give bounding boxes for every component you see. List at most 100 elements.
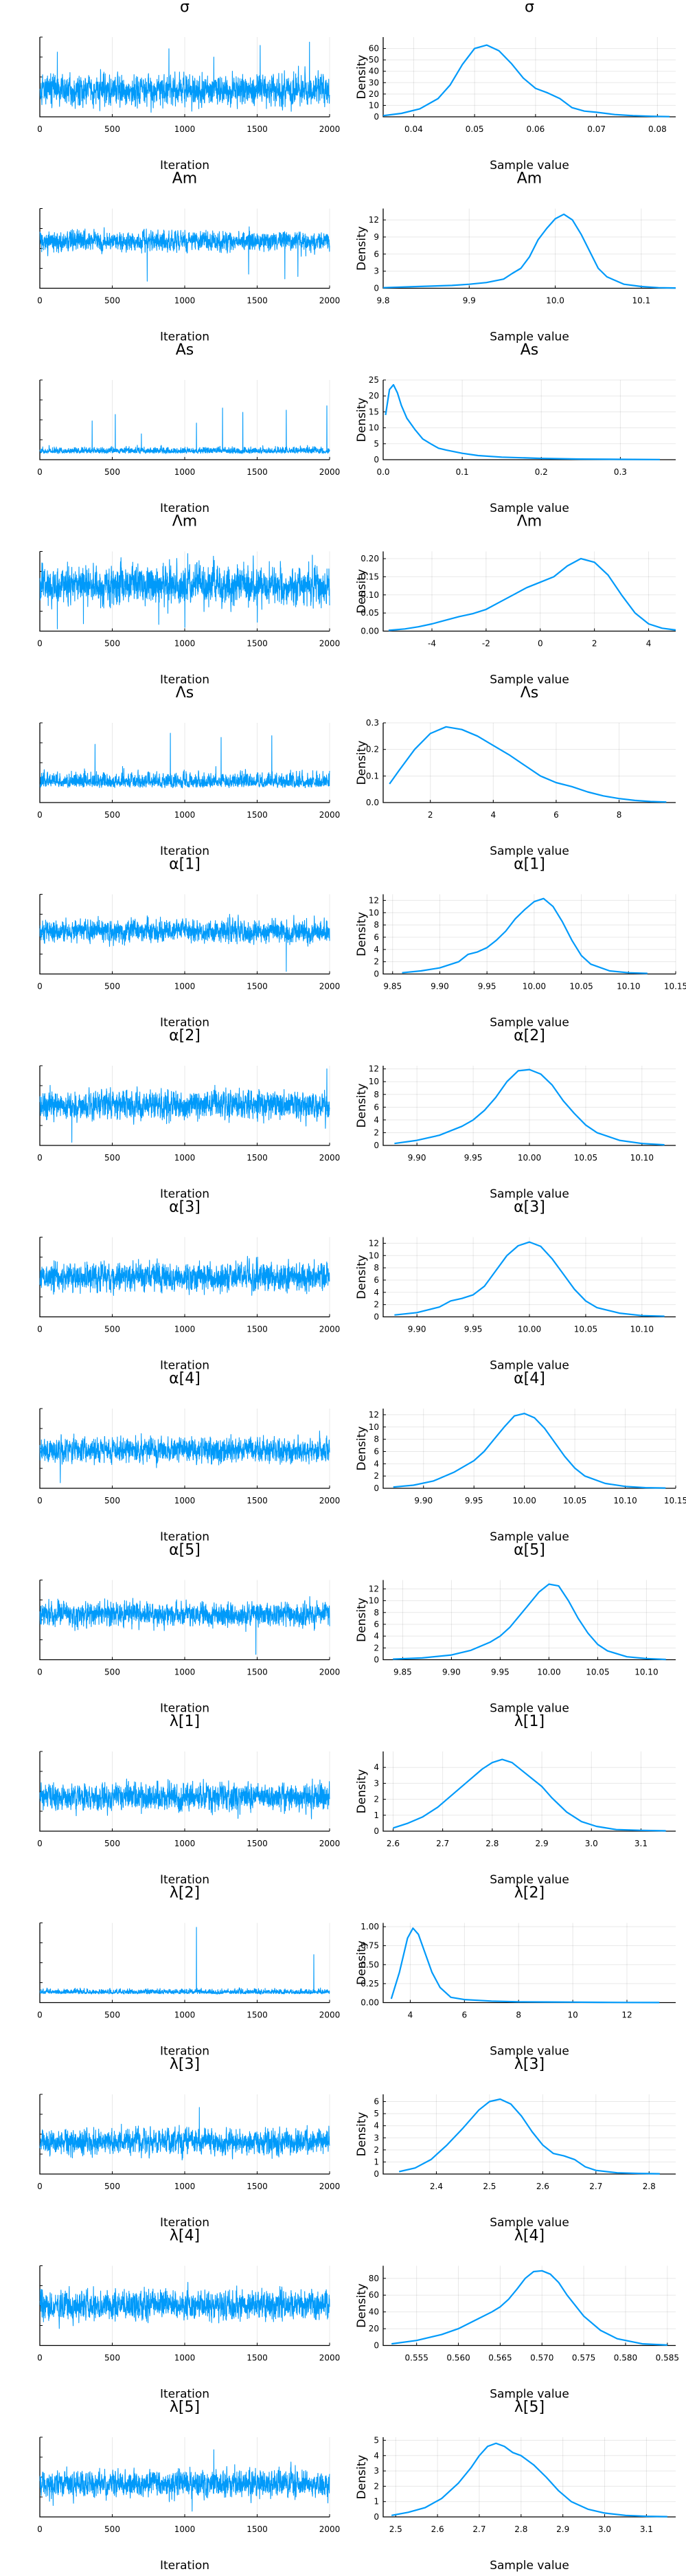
panel-title: Λm [172,513,197,530]
y-tick-label: 6 [374,1275,379,1285]
y-tick-label: 0.3 [366,718,379,728]
x-tick-label: 10.05 [574,1325,597,1334]
x-tick-label: 2.9 [536,1839,549,1848]
x-tick-label: 1500 [247,1839,268,1848]
x-tick-label: 4 [491,810,496,820]
axis-frame [382,2437,676,2518]
x-tick-label: 2.5 [483,2182,496,2191]
x-tick-label: 9.90 [442,1668,461,1677]
y-tick-label: 0.1 [366,771,379,781]
y-tick-label: 6 [374,1102,379,1112]
density-curve [394,1068,665,1146]
x-tick-label: 9.85 [393,1668,412,1677]
axis-frame [382,723,676,803]
x-tick-label: 2000 [319,124,341,134]
x-tick-label: 2.7 [472,2524,485,2534]
x-tick-label: 3.1 [634,1839,648,1848]
x-tick-label: 9.95 [465,1496,483,1505]
x-tick-label: 2000 [319,1153,341,1163]
y-tick-label: 4 [374,945,379,954]
panel-title: α[3] [169,1199,201,1216]
x-tick-label: 0 [37,982,43,992]
y-tick-label: 20 [369,391,379,401]
x-axis-label: Sample value [490,502,569,515]
x-axis-label: Sample value [490,1702,569,1716]
y-tick-label: 15 [369,407,379,416]
y-tick-label: 0.00 [361,1998,379,2008]
y-tick-label: 12 [369,1410,379,1420]
trace-panel-12: λ[3] 0 500 1000 1500 2000 Iteration [37,2056,340,2230]
density-curve [391,2270,667,2346]
x-tick-label: 1000 [174,810,196,820]
x-tick-label: 1500 [247,124,268,134]
x-tick-label: 0 [538,639,543,649]
x-tick-label: 12 [621,2011,632,2020]
trace-line [39,405,330,454]
y-tick-label: 4 [374,1459,379,1468]
panel-title: Am [172,170,197,188]
x-tick-label: 1500 [247,810,268,820]
x-tick-label: 2.6 [536,2182,549,2191]
x-tick-label: 1000 [174,639,196,649]
x-tick-label: 2000 [319,2524,341,2534]
density-curve [393,1413,666,1489]
panel-title: λ[1] [514,1713,545,1730]
panel-title: α[1] [514,856,545,873]
x-tick-label: 0.565 [488,2353,512,2363]
x-tick-label: 10.10 [630,1153,654,1163]
y-axis-label: Density [355,912,369,956]
density-panel-9: α[5] 9.85 9.90 9.95 10.00 10.05 10.10 0 2 4 6 8 10 12… [355,1542,676,1716]
x-tick-label: 2000 [319,2182,341,2191]
density-curve [385,383,661,460]
y-tick-label: 60 [369,44,379,54]
trace-panel-11: λ[2] 0 500 1000 1500 2000 Iteration [37,1885,340,2059]
trace-line [39,1778,330,1819]
x-tick-label: 2.4 [430,2182,443,2191]
x-tick-label: 3.0 [585,1839,598,1848]
density-panel-13: λ[4] 0.555 0.560 0.565 0.570 0.575 0.580 0.585 0… [355,2228,679,2401]
y-tick-label: 0 [374,1312,379,1322]
x-tick-label: 0.1 [456,467,469,477]
y-tick-label: 0.10 [361,590,379,600]
axis-frame [39,2437,330,2518]
x-tick-label: 10.00 [518,1325,541,1334]
x-tick-label: 0 [37,2353,43,2363]
y-tick-label: 0 [374,112,379,122]
y-tick-label: 80 [369,2274,379,2283]
x-tick-label: 4 [408,2011,413,2020]
density-curve [402,897,648,974]
y-axis-label: Density [355,1084,369,1128]
x-tick-label: 1000 [174,1668,196,1677]
panel-title: α[1] [169,856,201,873]
trace-panel-1: Am 0 500 1000 1500 2000 Iteration [37,170,340,344]
axis-frame [39,1237,330,1318]
trace-line [39,2107,330,2161]
y-axis-label: Density [355,1598,369,1642]
x-axis-label: Sample value [490,2559,569,2573]
x-tick-label: 0 [37,2011,43,2020]
y-tick-label: 12 [369,895,379,905]
x-tick-label: 0 [37,1325,43,1334]
y-tick-label: 6 [374,932,379,942]
trace-panel-14: λ[5] 0 500 1000 1500 2000 Iteration [37,2399,340,2573]
x-tick-label: 8 [516,2011,521,2020]
axis-frame [382,1923,676,2004]
density-curve [393,1583,666,1661]
axis-frame [382,1066,676,1146]
axis-frame [382,37,676,117]
x-tick-label: 1000 [174,124,196,134]
trace-panel-3: Λm 0 500 1000 1500 2000 Iteration [37,513,340,687]
y-tick-label: 5 [374,439,379,449]
density-curve [393,1758,666,1832]
y-tick-label: 10 [369,100,379,110]
x-axis-label: Iteration [160,1187,209,1201]
x-tick-label: 1000 [174,1153,196,1163]
x-tick-label: 10.05 [574,1153,597,1163]
x-tick-label: 2.6 [431,2524,444,2534]
x-tick-label: 1500 [247,639,268,649]
x-axis-label: Iteration [160,1016,209,1030]
density-panel-14: λ[5] 2.5 2.6 2.7 2.8 2.9 3.0 3.1 0 1 2 3 4 5 Sample va… [355,2399,676,2573]
axis-frame [382,208,676,289]
y-tick-label: 0.50 [361,1960,379,1969]
